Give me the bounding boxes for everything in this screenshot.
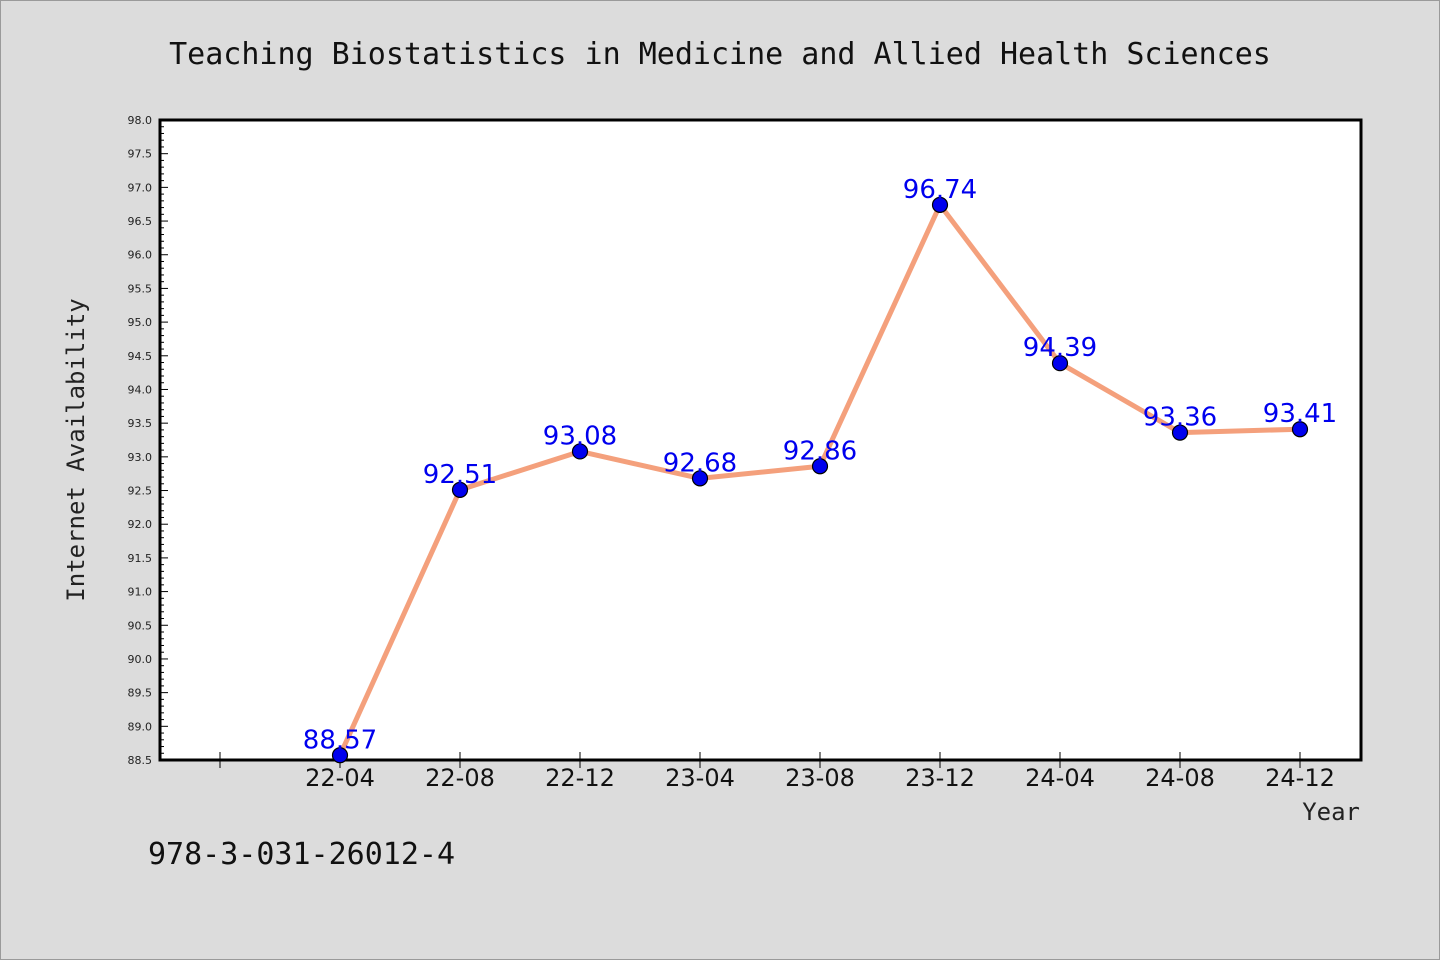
y-tick-label: 93.5 — [128, 417, 153, 430]
plot-area — [158, 118, 1363, 762]
y-tick-label: 91.5 — [128, 552, 153, 565]
data-label: 88.57 — [303, 725, 377, 755]
x-tick-label: 23-04 — [665, 764, 735, 792]
data-point — [571, 443, 589, 460]
x-tick-label: 23-12 — [905, 764, 975, 792]
data-point — [1291, 421, 1309, 438]
y-tick-label: 94.5 — [128, 350, 153, 363]
y-tick-label: 98.0 — [128, 114, 153, 127]
x-tick-label: 22-04 — [305, 764, 375, 792]
x-tick-label: 24-04 — [1025, 764, 1095, 792]
data-point — [451, 481, 469, 498]
y-tick-label: 97.5 — [128, 148, 153, 161]
data-label: 93.08 — [543, 421, 617, 451]
y-tick-label: 89.0 — [128, 720, 153, 733]
isbn-code: 978-3-031-26012-4 — [148, 837, 455, 872]
y-tick-label: 90.0 — [128, 653, 153, 666]
y-tick-label: 91.0 — [128, 586, 153, 599]
x-tick-label: 22-12 — [545, 764, 615, 792]
y-tick-label: 89.5 — [128, 687, 153, 700]
data-point — [691, 470, 709, 487]
data-point — [931, 196, 949, 213]
data-point — [1171, 424, 1189, 441]
y-axis: 88.5 89.0 89.5 90.0 90.5 91.0 91.5 92.0 92.5 93.0… — [128, 114, 168, 767]
data-label: 93.36 — [1143, 403, 1217, 433]
x-axis-label: Year — [1302, 798, 1360, 826]
y-tick-label: 94.0 — [128, 383, 153, 396]
y-axis-label: Internet Availability — [62, 298, 90, 601]
y-tick-label: 92.0 — [128, 518, 153, 531]
y-tick-label: 96.0 — [128, 249, 153, 262]
series-layer: 88.57 92.51 93.08 92.68 92.86 96.74 94.39 93.36… — [303, 175, 1337, 764]
data-label: 92.68 — [663, 448, 737, 478]
x-tick-label: 24-08 — [1145, 764, 1215, 792]
data-point — [811, 458, 829, 475]
data-label: 93.41 — [1263, 399, 1337, 429]
chart-title: Teaching Biostatistics in Medicine and A… — [169, 37, 1271, 72]
y-tick-label: 90.5 — [128, 619, 153, 632]
y-tick-label: 95.0 — [128, 316, 153, 329]
y-tick-label: 95.5 — [128, 282, 153, 295]
data-point — [1051, 355, 1069, 372]
y-tick-label: 88.5 — [128, 754, 153, 767]
y-tick-label: 93.0 — [128, 451, 153, 464]
data-label: 92.51 — [423, 460, 497, 490]
y-tick-label: 96.5 — [128, 215, 153, 228]
data-point — [331, 747, 349, 764]
data-label: 96.74 — [903, 175, 977, 205]
x-tick-label: 24-12 — [1265, 764, 1335, 792]
data-label: 92.86 — [783, 436, 857, 466]
x-tick-label: 23-08 — [785, 764, 855, 792]
x-tick-label: 22-08 — [425, 764, 495, 792]
data-label: 94.39 — [1023, 333, 1097, 363]
y-tick-label: 92.5 — [128, 485, 153, 498]
y-tick-label: 97.0 — [128, 181, 153, 194]
